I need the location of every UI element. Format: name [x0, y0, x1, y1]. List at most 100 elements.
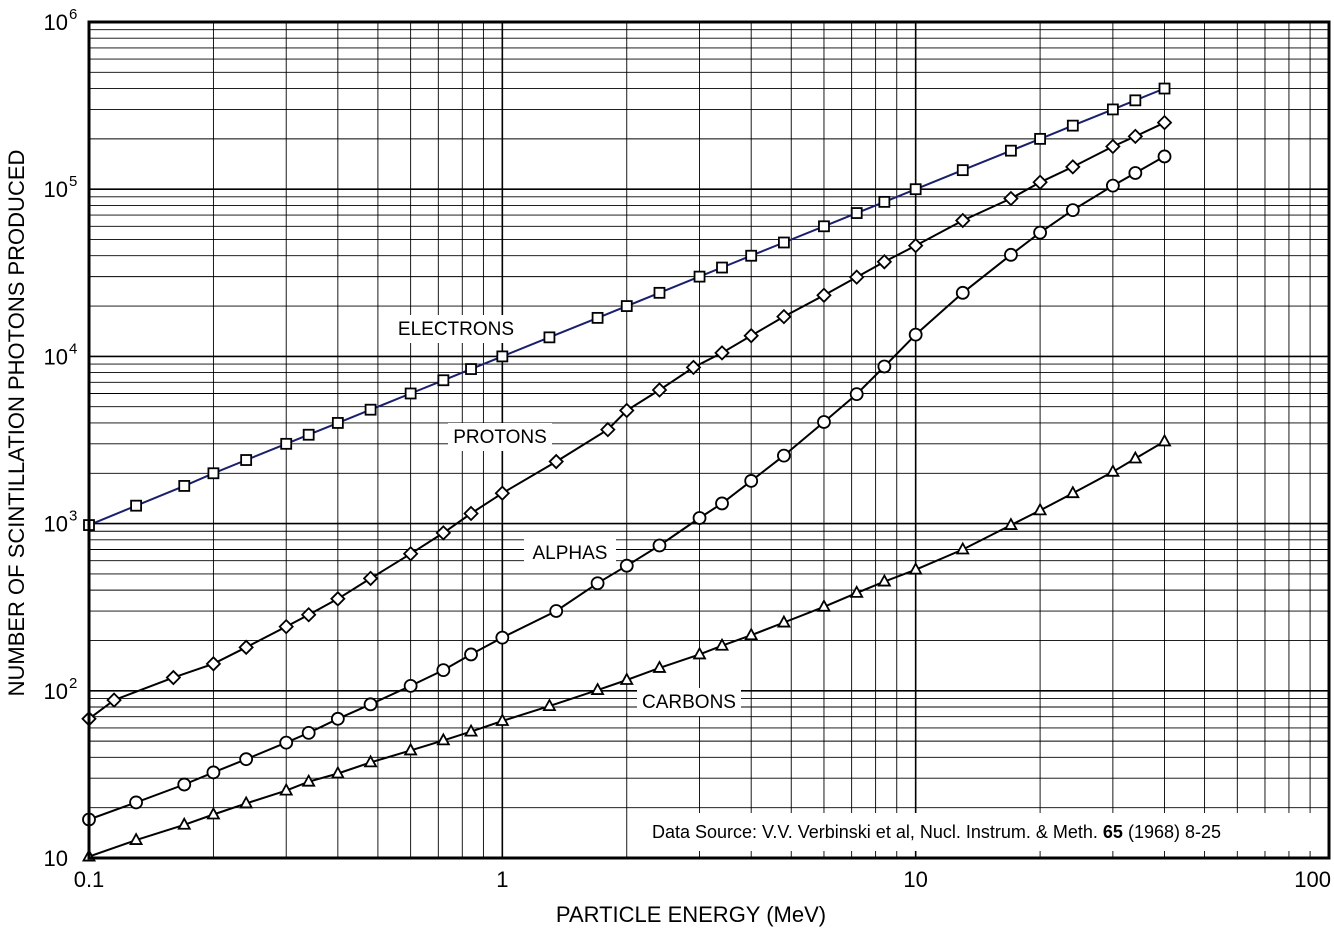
x-axis-title: PARTICLE ENERGY (MeV) — [556, 902, 826, 927]
label-background — [448, 423, 552, 451]
data-point-alphas — [177, 777, 192, 792]
data-point-alphas — [330, 711, 345, 726]
data-point-electrons — [745, 249, 758, 262]
data-point-alphas — [817, 415, 831, 429]
data-point-electrons — [620, 300, 633, 312]
data-point-electrons — [591, 311, 604, 324]
data-point-carbons — [1105, 463, 1120, 477]
y-tick-base: 10 — [44, 846, 68, 871]
data-point-carbons — [436, 732, 451, 746]
data-point-carbons — [330, 765, 345, 779]
data-point-alphas — [1033, 225, 1047, 240]
y-tick-exponent: 2 — [69, 675, 77, 692]
data-point-electrons — [909, 183, 922, 196]
data-point-protons — [238, 639, 254, 656]
source-note-prefix: Data Source: V.V. Verbinski et al, Nucl.… — [652, 822, 1098, 842]
series-line-carbons — [88, 440, 1166, 858]
source-note: Data Source: V.V. Verbinski et al, Nucl.… — [642, 813, 1326, 851]
plot-frame — [87, 20, 1331, 860]
data-point-protons — [743, 327, 759, 344]
data-point-carbons — [849, 585, 864, 598]
data-point-protons — [876, 254, 893, 270]
data-point-protons — [714, 345, 730, 361]
data-point-protons — [1105, 138, 1121, 155]
data-point-carbons — [363, 754, 378, 768]
data-point-electrons — [956, 164, 969, 177]
data-point-carbons — [744, 627, 759, 641]
y-tick-exponent: 6 — [69, 6, 77, 23]
data-point-alphas — [877, 359, 892, 374]
data-point-carbons — [1033, 502, 1048, 516]
data-point-protons — [435, 525, 452, 541]
data-point-carbons — [955, 541, 970, 555]
y-tick-exponent: 4 — [69, 340, 77, 357]
data-point-electrons — [302, 428, 315, 441]
y-tick-label: 10 4 — [44, 340, 78, 369]
x-tick-label: 0.1 — [74, 867, 105, 892]
source-note-text: Data Source: V.V. Verbinski et al, Nucl.… — [652, 822, 1221, 842]
data-point-protons — [300, 606, 317, 623]
data-point-alphas — [403, 678, 418, 693]
data-point-electrons — [404, 387, 417, 400]
data-point-carbons — [206, 806, 221, 820]
data-point-protons — [685, 359, 702, 376]
series-layer — [81, 82, 1173, 862]
data-point-carbons — [1003, 517, 1018, 530]
y-tick-label: 10 6 — [44, 6, 78, 35]
data-point-protons — [402, 545, 419, 562]
data-point-protons — [165, 669, 182, 686]
data-point-carbons — [590, 682, 605, 695]
label-background — [524, 539, 616, 567]
label-protons: PROTONS — [448, 423, 552, 451]
data-point-carbons — [776, 614, 791, 628]
data-point-electrons — [818, 220, 830, 233]
series-label-text: CARBONS — [642, 692, 736, 713]
data-point-electrons — [850, 207, 863, 219]
y-tick-exponent: 3 — [69, 508, 77, 525]
data-point-alphas — [619, 558, 634, 573]
data-point-electrons — [716, 261, 728, 274]
data-point-alphas — [1128, 166, 1143, 180]
data-point-electrons — [207, 467, 220, 480]
y-tick-label: 10 — [44, 846, 68, 871]
data-point-alphas — [744, 474, 759, 488]
data-point-electrons — [1066, 119, 1079, 132]
data-point-alphas — [955, 285, 970, 300]
data-point-electrons — [437, 374, 450, 387]
data-point-electrons — [1129, 94, 1142, 107]
y-tick-base: 10 — [44, 344, 68, 369]
label-background — [637, 688, 741, 716]
data-point-electrons — [280, 437, 293, 450]
data-point-protons — [848, 269, 865, 285]
y-tick-label: 10 2 — [44, 675, 78, 704]
data-point-carbons — [129, 832, 144, 845]
data-point-carbons — [877, 573, 892, 587]
data-point-alphas — [590, 576, 605, 591]
data-point-carbons — [652, 660, 667, 673]
data-point-carbons — [1065, 485, 1080, 499]
data-point-carbons — [495, 713, 510, 726]
data-point-protons — [205, 656, 222, 672]
data-point-protons — [618, 402, 635, 419]
data-point-electrons — [1005, 144, 1017, 157]
data-point-protons — [1156, 114, 1173, 131]
data-point-carbons — [177, 816, 192, 830]
data-point-carbons — [1157, 433, 1172, 447]
y-tick-label: 10 5 — [44, 173, 78, 202]
y-tick-base: 10 — [44, 512, 68, 537]
series-label-text: ELECTRONS — [398, 319, 514, 340]
data-point-protons — [816, 287, 832, 304]
data-point-protons — [548, 453, 564, 470]
data-point-carbons — [279, 782, 294, 796]
data-point-carbons — [542, 698, 557, 712]
data-point-alphas — [1065, 203, 1080, 217]
data-point-electrons — [1158, 82, 1171, 95]
data-point-electrons — [653, 286, 666, 299]
series-protons — [81, 114, 1173, 727]
data-point-carbons — [301, 773, 316, 787]
data-point-carbons — [464, 723, 479, 737]
series-labels: ELECTRONS PROTONS ALPHAS CARBONS — [392, 315, 741, 716]
data-point-protons — [651, 382, 668, 398]
